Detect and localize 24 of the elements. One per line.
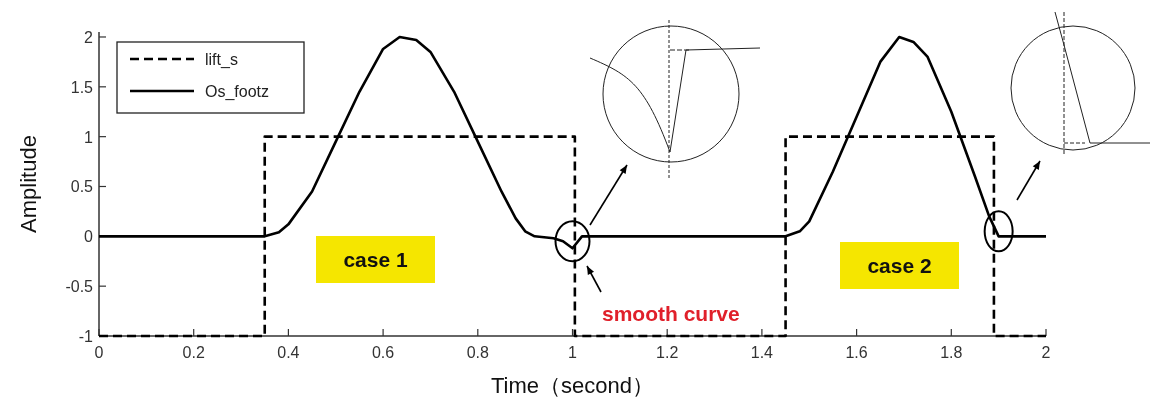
x-tick-label: 0.6	[371, 344, 395, 361]
x-tick-label: 1.4	[750, 344, 774, 361]
x-tick-label: 0.8	[466, 344, 490, 361]
x-tick-label: 0.2	[182, 344, 205, 361]
x-tick-label: 1.8	[940, 344, 963, 361]
x-tick-label: 1.2	[656, 344, 679, 361]
x-tick-label: 0.4	[277, 344, 300, 361]
y-tick-label: -0.5	[65, 278, 94, 296]
x-tick-label: 1	[568, 344, 578, 361]
y-tick-label: -1	[78, 328, 94, 345]
x-tick-label: 2	[1041, 344, 1051, 361]
y-tick-label: 0.5	[70, 178, 94, 196]
legend-label: lift_s	[205, 51, 238, 69]
annotation: case 2	[867, 253, 932, 277]
x-axis-title: Time（second）	[490, 373, 655, 398]
y-tick-label: 1.5	[70, 78, 94, 96]
annotation: case 1	[343, 247, 408, 271]
legend-label: Os_footz	[205, 83, 270, 101]
y-axis-title: Amplitude	[16, 135, 41, 233]
y-tick-label: 0	[84, 228, 94, 246]
y-tick-label: 1	[84, 128, 94, 146]
y-tick-label: 2	[84, 28, 94, 46]
x-tick-label: 1.6	[845, 344, 868, 361]
annotation: smooth curve	[602, 302, 740, 325]
